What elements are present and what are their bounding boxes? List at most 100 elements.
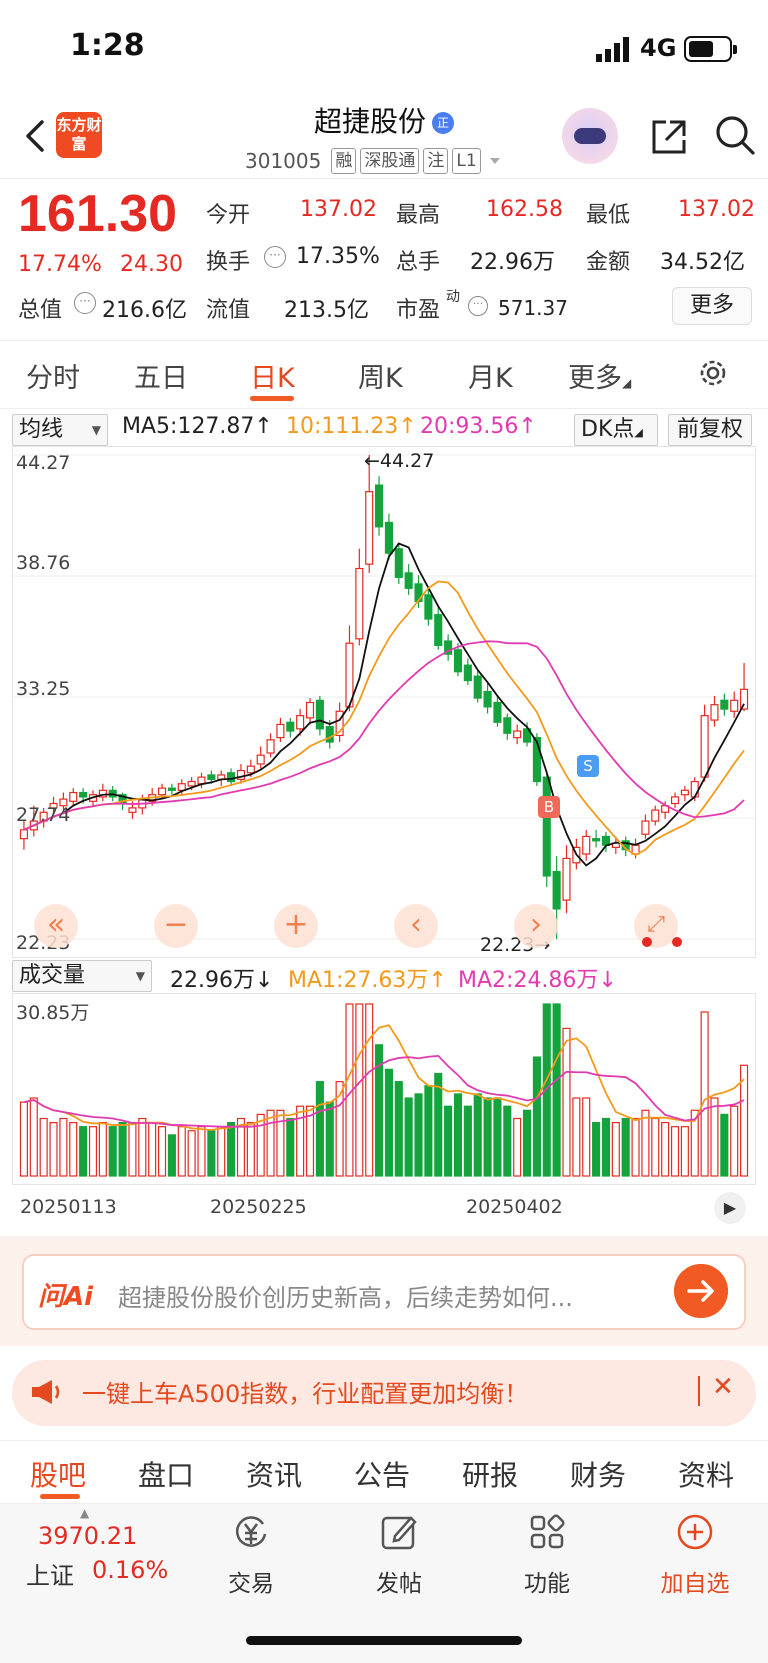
info-icon-pe[interactable]: ··· <box>468 296 488 316</box>
tab-weekly-k[interactable]: 周K <box>358 363 403 394</box>
volume-bar <box>118 1121 127 1177</box>
volume-bar <box>532 1056 541 1177</box>
candle-body <box>296 715 305 730</box>
tab-research[interactable]: 研报 <box>462 1459 519 1492</box>
zoom-in-icon[interactable]: + <box>274 904 318 948</box>
tab-guba[interactable]: 股吧 <box>30 1459 87 1492</box>
more-quote-button[interactable]: 更多 <box>672 287 752 325</box>
tag-registered: 注 <box>423 148 449 174</box>
volume-bar <box>69 1121 78 1177</box>
volume-bar <box>276 1109 285 1177</box>
index-value[interactable]: 3970.21 <box>38 1522 138 1550</box>
promo-text: 一键上车A500指数，行业配置更加均衡！ <box>82 1380 529 1408</box>
candle-body <box>542 776 551 877</box>
arrow-right-icon[interactable] <box>674 1264 728 1318</box>
sell-marker[interactable]: S <box>577 755 599 777</box>
play-right-icon[interactable]: ▶ <box>714 1192 746 1224</box>
candle-body <box>680 789 689 796</box>
tab-daily-k[interactable]: 日K <box>250 363 295 394</box>
candle-body <box>434 614 443 646</box>
info-icon-mktcap[interactable]: ··· <box>74 292 96 314</box>
ma10-line <box>23 580 745 857</box>
y-tick-top: 44.27 <box>16 452 71 474</box>
current-price: 161.30 <box>18 185 178 243</box>
volume-bar <box>365 1003 374 1177</box>
nav-trade-label: 交易 <box>228 1571 274 1597</box>
nav-post[interactable]: 发帖 <box>344 1512 454 1598</box>
ai-question-box[interactable] <box>22 1254 746 1330</box>
volume-select[interactable]: 成交量 ▼ <box>12 960 152 992</box>
tab-finance[interactable]: 财务 <box>570 1459 627 1492</box>
volume-bar <box>690 1109 699 1177</box>
candle-body <box>503 717 512 734</box>
mktcap-value: 216.6亿 <box>102 298 187 323</box>
tab-news[interactable]: 资讯 <box>246 1459 303 1492</box>
date-tick-2: 20250225 <box>210 1196 307 1218</box>
volume-chart[interactable] <box>12 993 756 1185</box>
tab-five-day[interactable]: 五日 <box>134 363 188 394</box>
scroll-right-icon[interactable]: › <box>514 904 558 948</box>
ai-robot-avatar[interactable] <box>562 108 618 164</box>
tab-more[interactable]: 更多◢ <box>568 356 631 395</box>
volume-bar <box>19 1101 28 1177</box>
zoom-out-icon[interactable]: − <box>154 904 198 948</box>
tab-profile[interactable]: 资料 <box>678 1459 735 1492</box>
stock-code-row[interactable]: 301005 融 深股通 注 L1 <box>245 148 505 174</box>
tab-more-label: 更多 <box>568 363 622 394</box>
volume-bar <box>256 1113 265 1177</box>
scroll-left-fast-icon[interactable]: « <box>34 904 78 948</box>
info-icon[interactable]: ··· <box>264 246 286 268</box>
buy-marker[interactable]: B <box>538 796 560 818</box>
search-icon[interactable] <box>714 114 756 156</box>
candle-body <box>651 809 660 822</box>
candle-body <box>375 484 384 528</box>
nav-apps-label: 功能 <box>524 1571 570 1597</box>
volume-bar <box>197 1126 206 1177</box>
candle-body <box>227 772 236 783</box>
scroll-left-icon[interactable]: ‹ <box>394 904 438 948</box>
active-tab-indicator <box>250 396 294 401</box>
volume-bar <box>296 1105 305 1177</box>
volume-bar <box>39 1117 48 1177</box>
tab-pankou[interactable]: 盘口 <box>138 1459 195 1492</box>
pe-value: 571.37 <box>498 296 568 320</box>
close-icon[interactable]: ✕ <box>712 1372 734 1402</box>
megaphone-icon <box>32 1380 60 1404</box>
volume-bar <box>325 1101 334 1177</box>
candle-body <box>315 699 324 730</box>
gear-icon[interactable] <box>696 356 730 390</box>
header-divider <box>0 178 768 179</box>
volume-bar <box>217 1126 226 1177</box>
volume-ma2: MA2:24.86万↓ <box>458 962 617 994</box>
nav-apps[interactable]: 功能 <box>492 1512 602 1598</box>
share-icon[interactable] <box>648 116 690 158</box>
ma5-value: MA5:127.87↑ <box>122 414 273 439</box>
add-watch-icon <box>677 1514 713 1550</box>
tab-intraday[interactable]: 分时 <box>26 363 80 394</box>
battery-icon <box>684 36 737 62</box>
tab-monthly-k[interactable]: 月K <box>468 363 513 394</box>
promo-notice[interactable] <box>12 1360 756 1426</box>
volume-current-arrow: ↓ <box>254 968 274 993</box>
notice-divider <box>698 1376 700 1406</box>
volume-bar <box>453 1093 463 1177</box>
adjust-button[interactable]: 前复权 <box>668 414 752 446</box>
nav-add-watch[interactable]: 加自选 <box>640 1512 750 1598</box>
fullscreen-icon[interactable]: ⤢ <box>634 904 678 948</box>
kline-chart[interactable] <box>12 446 756 958</box>
volume-bar <box>29 1097 38 1177</box>
verified-badge-icon: 正 <box>432 112 454 134</box>
back-icon[interactable] <box>18 118 54 154</box>
index-caret-icon: ▲ <box>80 1506 90 1520</box>
candle-body <box>19 829 28 840</box>
candle-body <box>710 704 719 721</box>
ai-prompt-text[interactable]: 超捷股份股价创历史新高，后续走势如何... <box>118 1284 573 1312</box>
dk-point-button[interactable]: DK点◢ <box>574 414 658 446</box>
index-pct[interactable]: 0.16% <box>92 1556 169 1584</box>
nav-trade[interactable]: 交易 <box>196 1512 306 1598</box>
candle-body <box>276 723 285 739</box>
index-name[interactable]: 上证 <box>26 1562 74 1590</box>
candle-body <box>197 776 206 785</box>
indicator-select[interactable]: 均线 ▼ <box>12 414 108 446</box>
tab-announcements[interactable]: 公告 <box>354 1459 411 1492</box>
